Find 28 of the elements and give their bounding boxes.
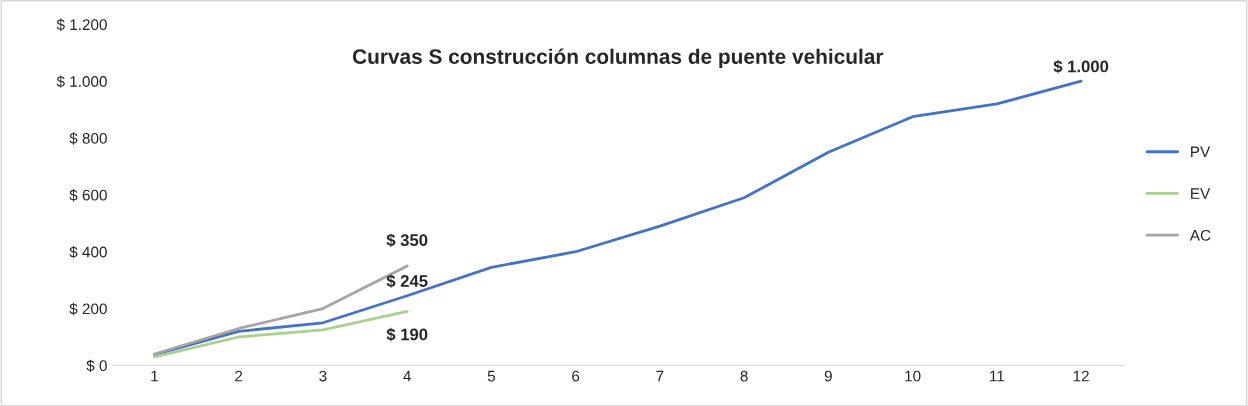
x-tick-label: 9 <box>824 370 832 382</box>
y-tick-label: $ 1.000 <box>56 75 107 88</box>
y-tick-label: $ 600 <box>69 189 107 202</box>
legend-label: AC <box>1189 229 1211 241</box>
y-tick-label: $ 200 <box>69 302 107 316</box>
x-tick-label: 5 <box>487 370 496 382</box>
x-tick-label: 2 <box>235 370 243 382</box>
data-label: $ 190 <box>386 327 428 342</box>
x-tick-label: 12 <box>1073 370 1089 382</box>
data-label: $ 1.000 <box>1053 59 1109 74</box>
text: Curvas S construcción columnas de puente vehicular <box>352 48 884 69</box>
x-tick-label: 11 <box>990 370 1005 382</box>
y-tick-label: $ 0 <box>86 359 107 372</box>
line-series <box>153 79 1083 356</box>
data-label: $ 350 <box>386 233 428 248</box>
x-tick-label: 6 <box>572 370 580 382</box>
y-tick-label: $ 1.200 <box>56 18 107 31</box>
x-tick-label: 8 <box>740 370 748 382</box>
legend-label: PV <box>1191 146 1211 158</box>
y-tick-label: $ 800 <box>69 132 107 145</box>
y-tick-label: $ 400 <box>69 245 107 259</box>
legend-label: EV <box>1191 188 1211 199</box>
x-tick-label: 1 <box>151 370 158 382</box>
x-tick-label: 10 <box>905 370 921 382</box>
x-tick-label: 7 <box>656 370 664 382</box>
x-tick-label: 4 <box>403 370 411 382</box>
x-tick-label: 3 <box>319 370 327 382</box>
data-label: $ 245 <box>386 274 428 288</box>
